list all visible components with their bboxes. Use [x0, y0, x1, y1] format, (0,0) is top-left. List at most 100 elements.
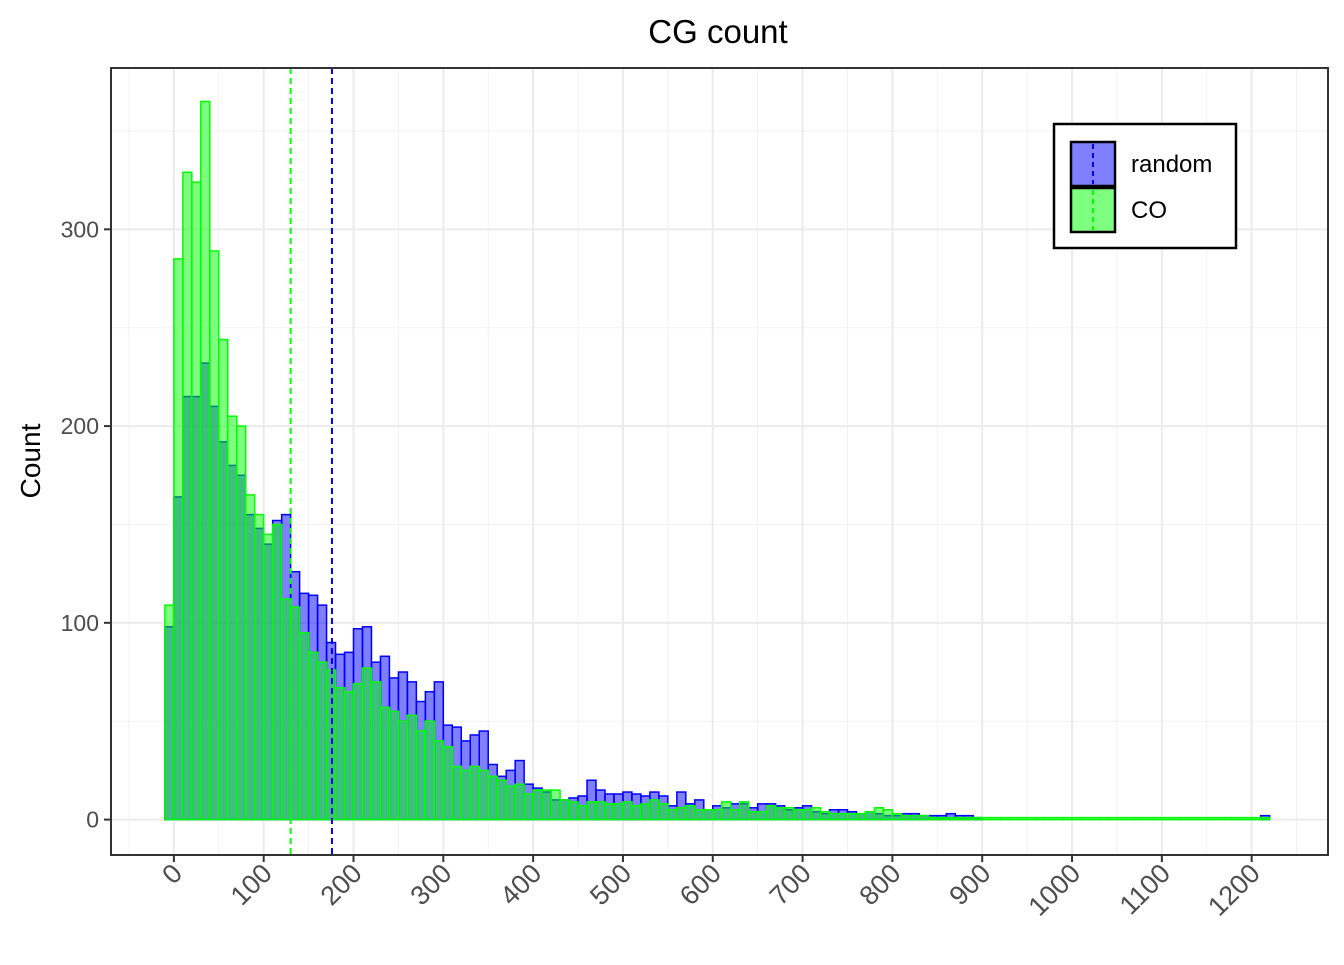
y-axis-label: Count — [15, 423, 46, 498]
histogram-bar-CO — [703, 808, 714, 821]
histogram-bar-CO — [209, 250, 220, 821]
histogram-bar-CO — [1188, 816, 1199, 821]
histogram-bar-CO — [218, 338, 229, 821]
histogram-bar-CO — [406, 714, 418, 821]
histogram-bar-CO — [774, 807, 786, 821]
histogram-bar-CO — [442, 746, 454, 821]
histogram-bar-CO — [1125, 816, 1136, 821]
histogram-bar-CO — [1170, 816, 1181, 821]
y-tick-label: 200 — [61, 413, 99, 439]
histogram-bar-CO — [819, 810, 831, 821]
histogram-bar-CO — [505, 785, 516, 821]
histogram-bar-CO — [200, 100, 211, 821]
histogram-bar-CO — [945, 816, 957, 821]
histogram-bar-CO — [1259, 816, 1271, 821]
histogram-bar-CO — [846, 812, 858, 821]
histogram-bar-CO — [316, 661, 328, 821]
histogram-bar-CO — [1062, 816, 1073, 821]
histogram-bar-CO — [1053, 816, 1064, 821]
mean-lines — [289, 68, 333, 855]
histogram-bar-CO — [918, 814, 930, 821]
histogram-bar-CO — [550, 789, 561, 821]
histogram-bar-CO — [280, 598, 292, 821]
histogram-bar-CO — [227, 415, 238, 821]
histogram-bar-CO — [1250, 816, 1262, 821]
histogram-bar-CO — [173, 258, 184, 821]
histogram-bar-CO — [541, 789, 552, 821]
histogram-bar-CO — [514, 783, 525, 821]
histogram-bar-CO — [649, 799, 660, 821]
histogram-bar-CO — [191, 181, 202, 821]
histogram-bar-CO — [1089, 816, 1100, 821]
histogram-bar-CO — [963, 816, 974, 821]
histogram-bar-CO — [604, 803, 615, 821]
histogram-bar-CO — [1179, 816, 1190, 821]
histogram-bar-CO — [954, 816, 965, 821]
histogram-bar-CO — [990, 816, 1001, 821]
chart-title: CG count — [648, 13, 787, 50]
y-tick-label: 100 — [61, 610, 99, 636]
histogram-bar-CO — [496, 779, 507, 821]
histogram-bar-CO — [1035, 816, 1046, 821]
y-tick-label: 0 — [86, 807, 99, 833]
histogram-bar-CO — [909, 814, 921, 821]
histogram-bar-CO — [1223, 816, 1235, 821]
histogram-bar-CO — [451, 765, 463, 821]
histogram-bar-CO — [972, 816, 983, 821]
histogram-bar-CO — [936, 816, 948, 821]
histogram-bar-CO — [712, 808, 723, 821]
histogram-bar-CO — [676, 807, 687, 821]
histogram-bar-CO — [729, 808, 741, 821]
legend: random CO — [1052, 122, 1238, 250]
histogram-bar-CO — [424, 720, 436, 821]
histogram-bar-CO — [478, 769, 489, 821]
histogram-bar-CO — [262, 533, 274, 821]
histogram-bar-CO — [1232, 816, 1244, 821]
legend-label-CO: CO — [1131, 197, 1167, 224]
histogram-bar-CO — [164, 604, 175, 821]
histogram-bar-CO — [747, 810, 759, 821]
plot-panel-border — [110, 67, 1329, 856]
histogram-bar-CO — [1143, 816, 1154, 821]
histogram-bar-CO — [577, 805, 588, 821]
histogram-bar-CO — [1080, 816, 1091, 821]
histogram-bar-CO — [1152, 816, 1163, 821]
histogram-bar-CO — [927, 816, 939, 821]
legend-key-CO — [1069, 186, 1117, 234]
histogram-bar-CO — [720, 801, 732, 821]
histogram-bar-CO — [487, 775, 498, 821]
histogram-bar-CO — [810, 807, 822, 821]
histogram-bar-CO — [523, 793, 534, 821]
histogram-bar-CO — [595, 801, 606, 821]
histogram-bar-CO — [388, 710, 400, 821]
histogram-bar-CO — [1134, 816, 1145, 821]
histogram-bar-CO — [999, 816, 1010, 821]
histogram-bar-CO — [882, 808, 894, 821]
histogram-bar-CO — [801, 808, 813, 821]
histogram-bar-CO — [1008, 816, 1019, 821]
histogram-bar-CO — [586, 801, 597, 821]
histogram-bar-CO — [667, 808, 678, 821]
histogram-bar-CO — [658, 803, 669, 821]
histogram-bar-CO — [1214, 816, 1226, 821]
histogram-bar-CO — [343, 690, 355, 821]
histogram-bar-CO — [460, 769, 472, 821]
histogram-bar-CO — [1241, 816, 1253, 821]
legend-key-random — [1069, 140, 1117, 188]
histogram-bar-CO — [370, 681, 382, 821]
histogram-bar-CO — [235, 425, 247, 821]
histogram-bar-CO — [1071, 816, 1082, 821]
histogram-bar-CO — [1098, 816, 1109, 821]
histogram-bar-CO — [631, 805, 642, 821]
histogram-bar-CO — [271, 523, 283, 821]
histogram-bar-CO — [298, 631, 310, 821]
histogram-bar-CO — [622, 801, 633, 821]
histogram-bar-CO — [783, 807, 795, 821]
histogram-bar-CO — [289, 606, 301, 821]
histogram-bar-CO — [415, 730, 427, 821]
histogram-bar-CO — [1205, 816, 1217, 821]
histogram-bar-CO — [433, 740, 445, 821]
histogram-bar-CO — [1197, 816, 1208, 821]
